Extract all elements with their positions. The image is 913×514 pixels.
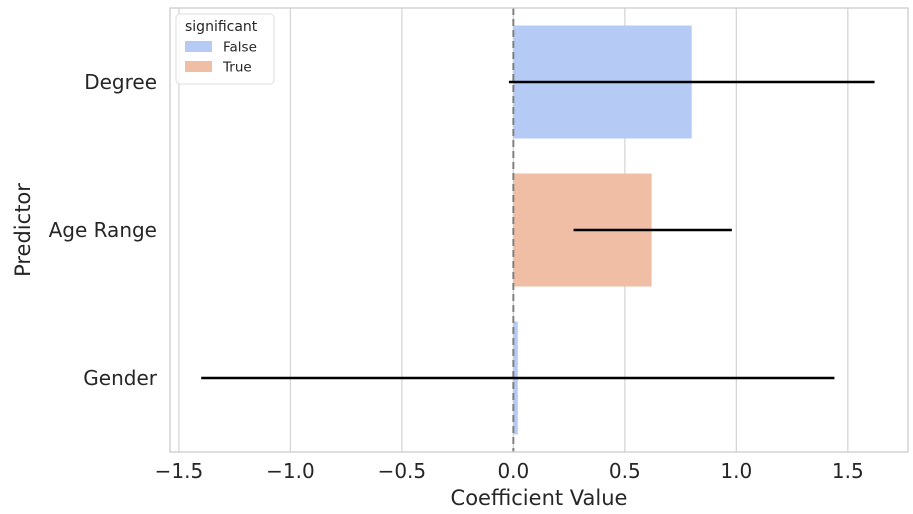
axes-border [169,7,909,453]
legend-label-false: False [223,40,257,56]
x-tick-label: −0.5 [378,459,427,483]
legend-swatch-true [185,61,212,72]
x-tick-label: 0.0 [497,459,529,483]
x-tick-label: 0.5 [609,459,641,483]
error-bars [201,80,875,380]
legend-label-true: True [222,60,252,76]
legend: significant False True [175,13,275,85]
x-tick-label: −1.0 [266,459,315,483]
y-tick-labels: Degree Age Range Gender [49,70,158,390]
x-tick-label: 1.0 [720,459,752,483]
plot-frame [169,7,909,453]
y-tick-label: Gender [83,366,157,390]
x-tick-label: 1.5 [832,459,864,483]
x-axis-title: Coefficient Value [451,486,628,510]
legend-swatch-false [185,41,212,52]
x-tick-labels: −1.5 −1.0 −0.5 0.0 0.5 1.0 1.5 [155,459,864,483]
legend-entries: False True [185,40,257,76]
x-tick-label: −1.5 [155,459,204,483]
y-tick-label: Degree [84,70,157,94]
y-tick-label: Age Range [49,218,157,242]
y-axis-title: Predictor [11,183,35,277]
legend-title: significant [185,19,258,35]
